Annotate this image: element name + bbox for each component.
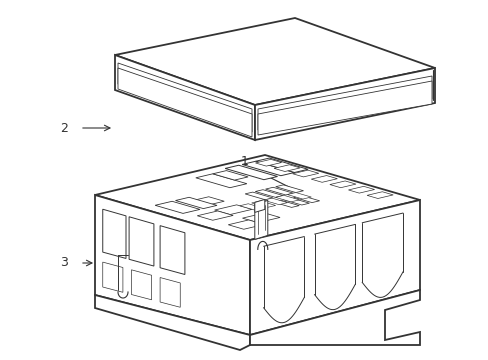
Polygon shape <box>214 205 252 215</box>
Polygon shape <box>287 193 311 199</box>
Polygon shape <box>186 197 224 206</box>
Text: 2: 2 <box>60 122 68 135</box>
Polygon shape <box>249 290 419 345</box>
Polygon shape <box>118 63 251 132</box>
Polygon shape <box>258 76 431 130</box>
Polygon shape <box>118 68 251 137</box>
Polygon shape <box>102 262 122 292</box>
Polygon shape <box>263 198 287 204</box>
Polygon shape <box>275 185 303 193</box>
Polygon shape <box>258 81 431 135</box>
Polygon shape <box>265 187 293 195</box>
Polygon shape <box>329 181 355 188</box>
Polygon shape <box>102 209 126 258</box>
Polygon shape <box>95 195 249 335</box>
Polygon shape <box>254 199 264 212</box>
Text: 1: 1 <box>241 155 248 168</box>
Polygon shape <box>175 197 217 208</box>
Polygon shape <box>239 204 263 210</box>
Polygon shape <box>273 165 300 171</box>
Polygon shape <box>255 158 307 172</box>
Polygon shape <box>195 174 246 188</box>
Polygon shape <box>160 278 180 307</box>
Polygon shape <box>249 200 419 335</box>
Text: 3: 3 <box>60 256 68 270</box>
Polygon shape <box>244 192 272 200</box>
Polygon shape <box>292 170 318 177</box>
Polygon shape <box>228 220 264 229</box>
Polygon shape <box>242 213 280 222</box>
Polygon shape <box>251 201 275 207</box>
Polygon shape <box>212 171 247 180</box>
Polygon shape <box>224 165 277 180</box>
Polygon shape <box>348 186 374 193</box>
Polygon shape <box>254 68 434 140</box>
Polygon shape <box>129 217 154 266</box>
Polygon shape <box>115 55 254 140</box>
Polygon shape <box>366 192 392 198</box>
Polygon shape <box>155 201 200 213</box>
Polygon shape <box>311 176 337 182</box>
Polygon shape <box>242 161 294 176</box>
Polygon shape <box>95 295 249 350</box>
Polygon shape <box>131 270 151 300</box>
Polygon shape <box>95 155 419 240</box>
Polygon shape <box>255 159 281 166</box>
Polygon shape <box>272 200 299 207</box>
Polygon shape <box>254 201 267 239</box>
Polygon shape <box>283 198 309 205</box>
Polygon shape <box>255 190 283 197</box>
Polygon shape <box>293 195 319 203</box>
Polygon shape <box>197 211 233 220</box>
Polygon shape <box>115 18 434 105</box>
Polygon shape <box>275 195 299 202</box>
Polygon shape <box>160 226 184 275</box>
